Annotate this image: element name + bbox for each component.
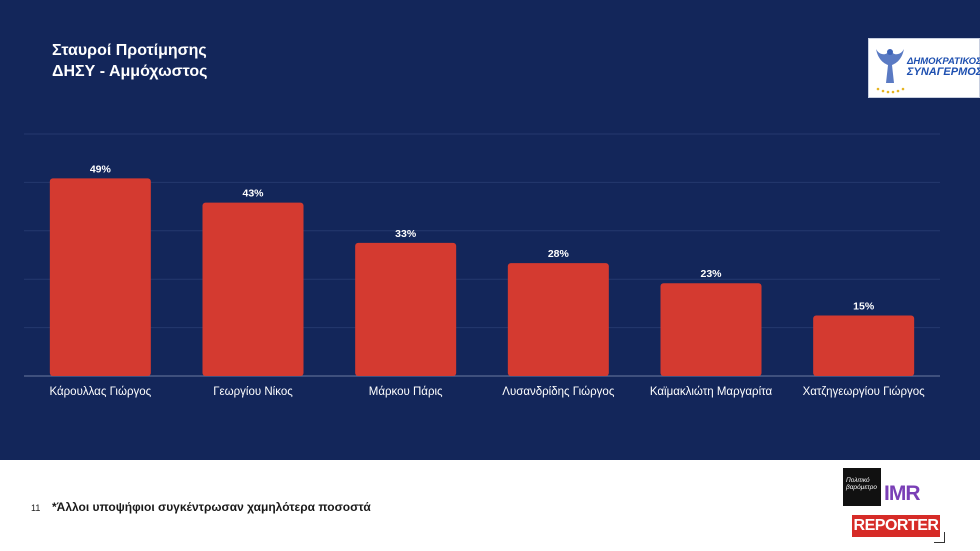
pb-line-1: Πολιτικό	[846, 477, 870, 484]
category-label-4: Λυσανδρίδης Γιώργος	[502, 386, 615, 398]
data-label-1: 49%	[90, 163, 112, 175]
category-label-2: Γεωργίου Νίκος	[213, 386, 293, 398]
page-title: Σταυροί Προτίμησης ΔΗΣΥ - Αμμόχωστος	[52, 40, 207, 82]
chart-gridlines	[24, 133, 940, 377]
party-logo: ΔΗΜΟΚΡΑΤΙΚΟΣ ΣΥΝΑΓΕΡΜΟΣ	[868, 38, 980, 98]
bar-2	[202, 202, 304, 376]
bar-chart: 49% 43% 33% 28% 23% 15% Κάρουλλας Γιώργος Γεωρ…	[24, 133, 940, 398]
category-label-6: Χατζηγεωργίου Γιώργος	[803, 386, 926, 398]
bar-3	[355, 242, 457, 376]
category-label-3: Μάρκου Πάρις	[369, 386, 443, 398]
party-logo-text: ΔΗΜΟΚΡΑΤΙΚΟΣ ΣΥΝΑΓΕΡΜΟΣ	[907, 56, 980, 78]
data-label-5: 23%	[700, 268, 722, 280]
page-number: 11	[31, 503, 41, 513]
politiko-barometro-logo: Πολιτικό βαρόμετρο	[843, 468, 881, 506]
corner-mark	[934, 532, 945, 543]
data-label-3: 33%	[395, 228, 417, 240]
data-label-4: 28%	[548, 248, 570, 260]
chart-data-labels: 49% 43% 33% 28% 23% 15%	[90, 163, 875, 312]
bar-5	[660, 283, 762, 376]
bar-6	[813, 315, 915, 376]
winged-figure-icon	[876, 49, 905, 94]
footnote: *Άλλοι υποψήφιοι συγκέντρωσαν χαμηλότερα…	[52, 500, 371, 514]
slide-background	[0, 0, 980, 460]
category-label-1: Κάρουλλας Γιώργος	[49, 386, 151, 398]
pb-line-2: βαρόμετρο	[846, 484, 877, 491]
title-line-1: Σταυροί Προτίμησης	[52, 42, 207, 59]
bar-4	[507, 263, 609, 376]
bar-1	[49, 178, 151, 376]
reporter-logo: REPORTER	[852, 515, 940, 537]
title-line-2: ΔΗΣΥ - Αμμόχωστος	[52, 63, 208, 80]
chart-bars	[49, 178, 915, 376]
data-label-2: 43%	[242, 188, 264, 200]
logo-line-2: ΣΥΝΑΓΕΡΜΟΣ	[907, 66, 980, 78]
data-label-6: 15%	[853, 301, 875, 313]
logo-line-1: ΔΗΜΟΚΡΑΤΙΚΟΣ	[907, 56, 980, 67]
category-label-5: Καϊμακλιώτη Μαργαρίτα	[650, 386, 773, 398]
imr-logo: IMR	[884, 482, 920, 505]
chart-category-labels: Κάρουλλας Γιώργος Γεωργίου Νίκος Μάρκου Πά…	[49, 386, 925, 398]
